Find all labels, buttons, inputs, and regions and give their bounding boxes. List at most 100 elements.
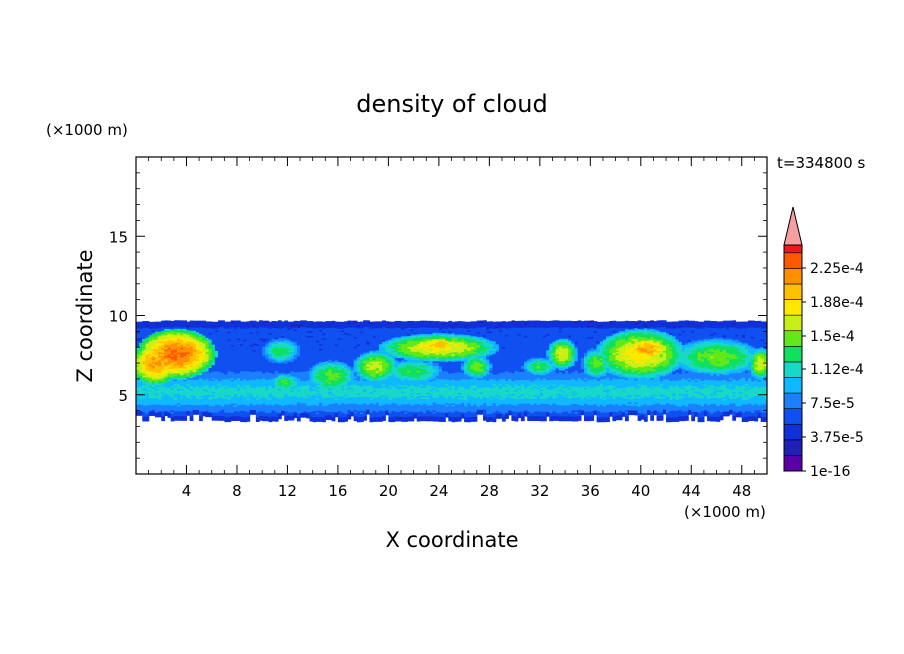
density-cell (227, 386, 232, 389)
density-cell (199, 396, 203, 399)
density-cell (356, 321, 361, 324)
density-cell (312, 361, 317, 364)
density-cell (325, 416, 330, 419)
density-cell (366, 410, 371, 413)
density-cell (356, 394, 361, 397)
density-cell (233, 417, 238, 420)
density-cell (189, 328, 194, 331)
density-cell (148, 370, 153, 374)
density-cell (208, 383, 213, 386)
density-cell (255, 391, 260, 394)
density-cell (145, 338, 150, 341)
density-cell (293, 358, 298, 362)
density-cell (309, 332, 314, 335)
density-cell (199, 344, 203, 347)
density-cell (378, 381, 383, 384)
density-cell (208, 380, 213, 383)
density-cell (334, 327, 339, 331)
density-cell (259, 369, 263, 372)
density-cell (337, 396, 342, 399)
density-cell (331, 322, 336, 325)
density-cell (265, 417, 270, 420)
density-cell (161, 409, 165, 412)
density-cell (164, 399, 169, 402)
density-cell (224, 404, 229, 407)
density-cell (372, 418, 377, 421)
density-cell (177, 407, 181, 410)
density-cell (287, 354, 292, 358)
density-cell (148, 355, 153, 358)
density-cell (233, 369, 238, 372)
density-cell (249, 360, 254, 363)
density-cell (296, 355, 301, 359)
density-cell (331, 406, 336, 409)
density-cell (382, 326, 386, 329)
density-cell (372, 386, 377, 389)
density-cell (173, 321, 178, 325)
density-cell (347, 357, 352, 360)
density-cell (180, 398, 184, 401)
density-cell (378, 340, 383, 343)
density-cell (268, 375, 273, 378)
density-cell (211, 339, 216, 342)
density-cell (375, 345, 380, 348)
density-cell (199, 388, 203, 391)
density-cell (183, 360, 188, 363)
density-cell (259, 363, 263, 366)
density-cell (164, 410, 169, 413)
density-cell (284, 377, 289, 380)
density-cell (325, 329, 330, 332)
density-cell (189, 406, 194, 409)
density-cell (306, 335, 311, 338)
density-cell (158, 324, 162, 327)
density-cell (195, 366, 200, 369)
density-cell (240, 326, 244, 329)
density-cell (151, 334, 156, 337)
density-cell (375, 370, 380, 373)
density-cell (262, 355, 266, 358)
density-cell (360, 331, 364, 334)
density-cell (303, 358, 307, 361)
density-cell (183, 363, 188, 366)
density-cell (344, 343, 348, 346)
density-cell (230, 417, 235, 420)
density-cell (287, 361, 292, 364)
density-cell (318, 406, 323, 410)
density-cell (265, 384, 270, 387)
density-cell (274, 346, 279, 349)
density-cell (265, 325, 270, 328)
density-cell (202, 376, 206, 379)
density-cell (366, 407, 371, 410)
density-cell (372, 359, 377, 362)
density-cell (334, 350, 339, 353)
density-cell (142, 414, 147, 417)
density-cell (240, 411, 244, 415)
density-cell (378, 346, 383, 349)
density-cell (161, 349, 165, 352)
density-cell (180, 347, 184, 350)
density-cell (136, 335, 140, 339)
density-cell (199, 371, 203, 374)
density-cell (164, 347, 169, 350)
density-cell (154, 411, 159, 415)
density-cell (290, 415, 295, 418)
density-cell (221, 375, 225, 379)
density-cell (211, 348, 216, 351)
density-cell (208, 386, 213, 389)
density-cell (325, 351, 330, 354)
density-cell (148, 402, 153, 405)
density-cell (221, 383, 225, 386)
density-cell (284, 383, 289, 387)
density-cell (221, 352, 225, 355)
density-cell (318, 381, 323, 384)
density-cell (221, 342, 225, 345)
density-cell (303, 367, 307, 371)
density-cell (347, 350, 352, 353)
density-cell (293, 341, 298, 344)
density-cell (337, 343, 342, 347)
density-cell (363, 367, 367, 371)
density-cell (315, 413, 320, 416)
density-cell (322, 375, 326, 378)
density-cell (303, 325, 307, 328)
density-cell (382, 410, 386, 413)
